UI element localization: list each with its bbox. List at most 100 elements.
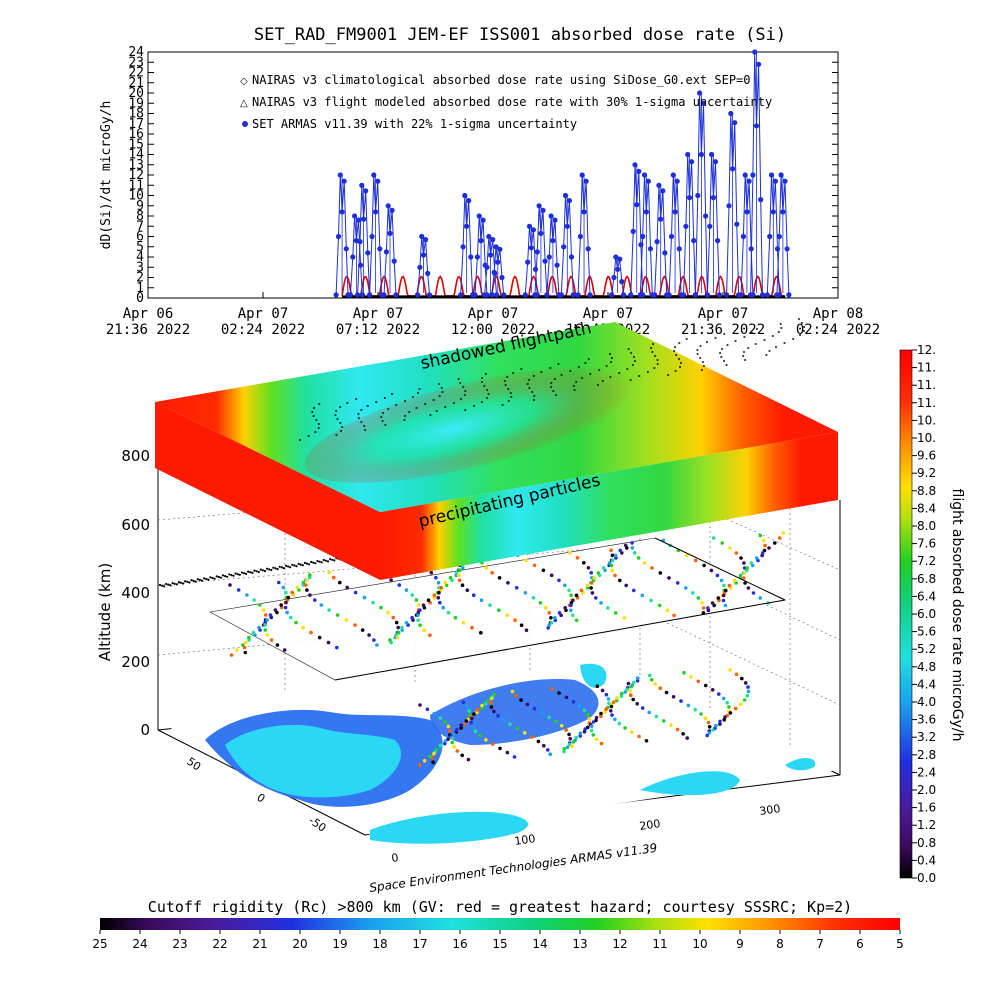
armas-point bbox=[764, 292, 770, 298]
shadow-dot bbox=[268, 568, 271, 571]
ground-flight-tracks bbox=[418, 668, 751, 767]
flight-track-point bbox=[429, 570, 434, 575]
flight-track-point bbox=[242, 645, 247, 650]
flight-track-point bbox=[564, 728, 568, 732]
flight-track-point bbox=[497, 608, 501, 612]
colorbar-tick-label: 2.8 bbox=[917, 748, 936, 762]
slab-track-point bbox=[464, 389, 467, 393]
y-tick-label: 23 bbox=[128, 55, 144, 70]
slab-track-point bbox=[384, 423, 387, 427]
flight-track-point bbox=[723, 715, 727, 719]
flight-track-point bbox=[568, 736, 572, 741]
armas-point bbox=[583, 178, 589, 184]
flight-track-point bbox=[391, 615, 396, 620]
shadow-dot bbox=[234, 572, 237, 575]
flight-track-point bbox=[650, 566, 654, 570]
flight-track-point bbox=[727, 705, 731, 709]
flight-track-point bbox=[571, 740, 576, 744]
slab-track-point bbox=[395, 403, 398, 407]
flight-track-point bbox=[331, 575, 336, 580]
shadow-dot bbox=[228, 573, 231, 576]
slab-track-point bbox=[438, 382, 441, 386]
flight-track-point bbox=[252, 598, 256, 602]
shadow-dot bbox=[320, 561, 323, 564]
flight-track-point bbox=[404, 588, 409, 592]
flight-track-point bbox=[464, 719, 469, 723]
shadow-dot bbox=[171, 582, 174, 585]
colorbar-tick-label: 9.2 bbox=[917, 466, 936, 480]
flight-track-point bbox=[734, 672, 739, 677]
cutoff-rigidity-gradient bbox=[100, 918, 900, 930]
slab-track-point bbox=[549, 385, 553, 389]
slab-track-point bbox=[577, 365, 581, 369]
armas-point bbox=[552, 217, 558, 223]
flight-track-point bbox=[251, 630, 256, 635]
rc-tick-label: 21 bbox=[252, 937, 267, 951]
flight-track-point bbox=[640, 706, 645, 710]
flight-track-point bbox=[582, 729, 587, 734]
slab-track-point bbox=[418, 387, 421, 391]
slab-track-point bbox=[573, 388, 576, 392]
altitude-tick: 600 bbox=[121, 516, 150, 534]
slab-track-point bbox=[509, 391, 512, 395]
armas-point bbox=[337, 172, 343, 178]
armas-point bbox=[662, 250, 668, 256]
flight-track-point bbox=[542, 743, 546, 748]
armas-point bbox=[652, 292, 658, 298]
slab-track-point bbox=[360, 408, 363, 412]
armas-point bbox=[501, 292, 507, 298]
slab-track-point bbox=[560, 373, 563, 377]
x-tick-time: 21:36 2022 bbox=[681, 322, 765, 338]
flight-track-point bbox=[745, 693, 750, 698]
rc-tick-label: 9 bbox=[736, 937, 744, 951]
flight-track-point bbox=[685, 553, 689, 558]
flight-track-point bbox=[277, 580, 281, 585]
flight-track-point bbox=[512, 755, 517, 759]
flight-track-point bbox=[505, 750, 510, 755]
armas-point bbox=[640, 233, 646, 240]
flight-track-point bbox=[422, 758, 427, 763]
shadow-dot bbox=[217, 575, 220, 579]
armas-point bbox=[666, 292, 672, 298]
y-tick-label: 13 bbox=[128, 158, 144, 173]
flight-track-point bbox=[514, 694, 518, 698]
altitude-tick: 0 bbox=[140, 721, 150, 739]
armas-point bbox=[522, 292, 528, 298]
flight-track-point bbox=[510, 689, 515, 694]
flight-track-point bbox=[261, 608, 266, 612]
flight-track-point bbox=[236, 588, 241, 592]
slab-track-point bbox=[779, 322, 782, 326]
flight-track-point bbox=[720, 541, 724, 545]
flight-track-point bbox=[428, 754, 432, 759]
shadow-dot bbox=[203, 577, 206, 580]
flight-track-point bbox=[610, 568, 615, 573]
slab-track-point bbox=[650, 346, 653, 350]
flight-track-point bbox=[443, 739, 448, 743]
slab-track-point bbox=[339, 429, 343, 433]
flight-track-point bbox=[263, 628, 268, 632]
rc-tick-label: 8 bbox=[776, 937, 784, 951]
slab-track-point bbox=[646, 370, 650, 374]
slab-track-point bbox=[587, 357, 590, 361]
slab-track-point bbox=[527, 378, 531, 382]
slab-track-point bbox=[506, 375, 509, 379]
slab-track-point bbox=[463, 393, 466, 397]
slab-track-point bbox=[747, 346, 750, 350]
slab-track-point bbox=[357, 412, 360, 416]
x-tick-time: 21:36 2022 bbox=[106, 322, 190, 338]
flight-track-point bbox=[589, 724, 594, 729]
flight-track-point bbox=[410, 593, 415, 597]
slab-track-point bbox=[464, 408, 467, 412]
flight-track-point bbox=[696, 679, 701, 684]
colorbar-tick-label: 11. bbox=[917, 378, 936, 392]
slab-track-point bbox=[357, 416, 360, 420]
flight-track-point bbox=[570, 744, 574, 748]
flight-track-point bbox=[601, 566, 606, 570]
slab-track-point bbox=[483, 384, 486, 388]
timeseries-plot-frame bbox=[147, 51, 839, 299]
armas-point bbox=[613, 254, 619, 260]
flight-track-point bbox=[607, 561, 612, 565]
flight-track-point bbox=[458, 568, 462, 572]
armas-point bbox=[484, 264, 490, 270]
flight-track-point bbox=[480, 703, 484, 708]
